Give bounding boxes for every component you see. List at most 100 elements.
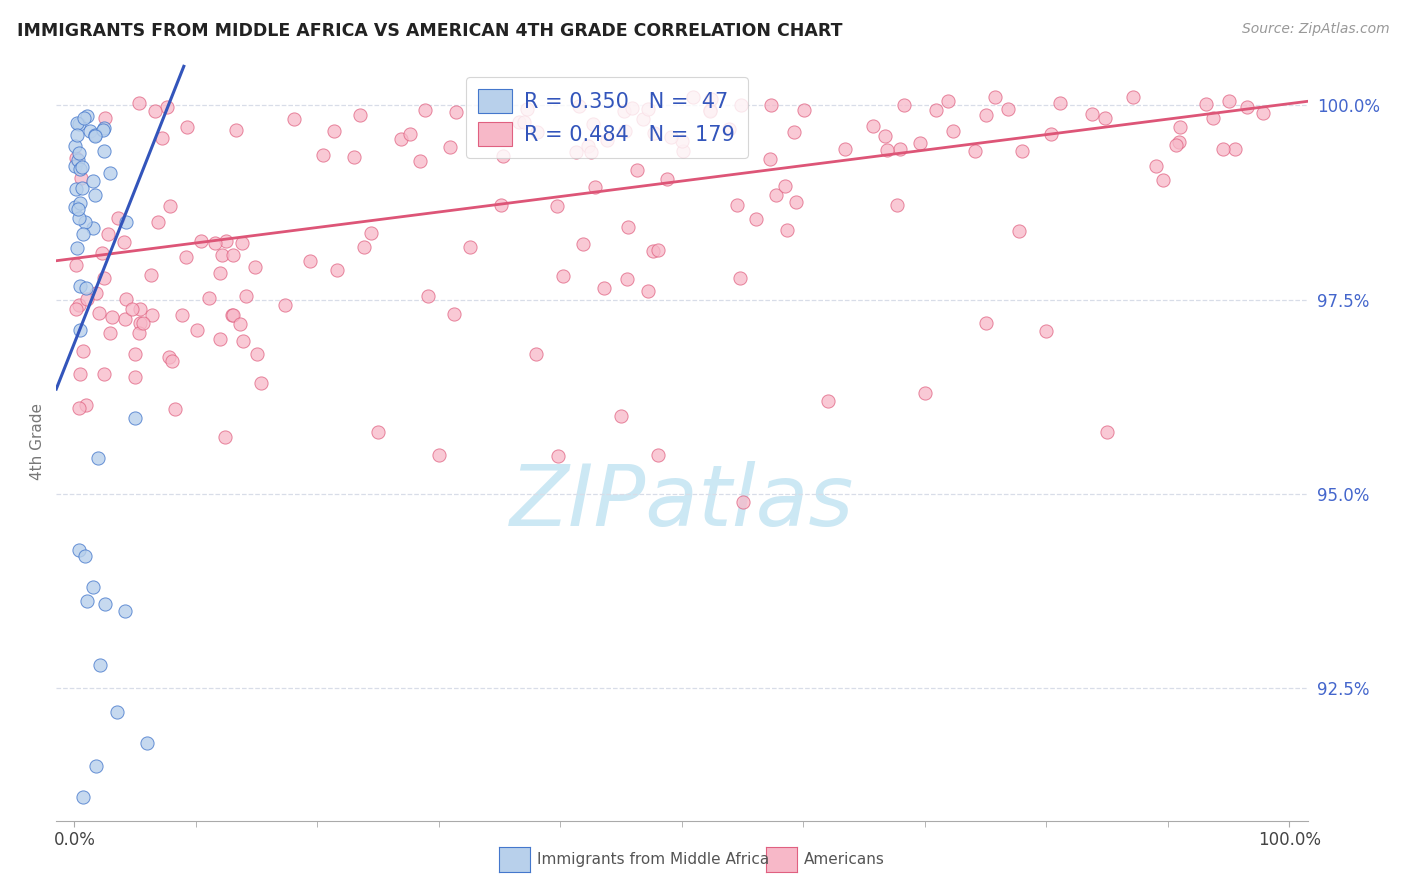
Point [834, 142, 856, 156]
Point [186, 323, 208, 337]
Point [617, 220, 640, 235]
Point [647, 448, 669, 462]
Point [93, 367, 115, 381]
Point [576, 138, 599, 153]
Point [1094, 112, 1116, 126]
Point [1144, 159, 1167, 173]
Point [229, 317, 252, 331]
Point [672, 144, 695, 158]
Point [785, 194, 807, 209]
Point [914, 386, 936, 401]
Point [513, 115, 536, 129]
Point [616, 271, 638, 285]
Point [984, 90, 1007, 104]
Point [759, 152, 782, 166]
Point [1202, 111, 1225, 125]
Point [444, 105, 467, 120]
Point [489, 198, 512, 212]
Point [547, 449, 569, 463]
Point [157, 350, 180, 364]
Point [93, 111, 115, 125]
Text: IMMIGRANTS FROM MIDDLE AFRICA VS AMERICAN 4TH GRADE CORRELATION CHART: IMMIGRANTS FROM MIDDLE AFRICA VS AMERICA… [17, 22, 842, 40]
Point [413, 103, 436, 117]
Point [1195, 97, 1218, 112]
Point [637, 284, 659, 298]
Point [211, 248, 233, 262]
Point [524, 347, 547, 361]
Point [98, 326, 121, 340]
Point [974, 108, 997, 122]
Point [565, 145, 588, 159]
Point [129, 301, 152, 316]
Point [84, 188, 107, 202]
Point [65, 151, 87, 165]
Point [889, 142, 911, 156]
Point [128, 96, 150, 111]
Point [389, 132, 412, 146]
Point [67, 211, 90, 225]
Point [159, 199, 181, 213]
Point [1035, 324, 1057, 338]
Point [997, 102, 1019, 116]
Point [91, 122, 114, 136]
Point [124, 411, 146, 425]
Point [141, 309, 163, 323]
Point [76, 109, 98, 123]
Point [75, 549, 97, 564]
Point [222, 308, 245, 322]
Point [143, 104, 166, 119]
Point [817, 393, 839, 408]
Point [1225, 142, 1247, 156]
Point [1164, 138, 1187, 153]
Point [613, 104, 636, 119]
Point [65, 200, 87, 214]
Point [593, 280, 616, 294]
Point [222, 248, 245, 262]
Point [214, 430, 236, 444]
Point [105, 705, 128, 719]
Point [700, 92, 723, 106]
Point [571, 236, 593, 251]
Point [128, 326, 150, 341]
Point [150, 131, 173, 145]
Point [427, 448, 450, 462]
Point [439, 140, 461, 154]
Point [631, 112, 654, 126]
Point [908, 136, 931, 150]
Point [208, 266, 231, 280]
Point [725, 198, 748, 212]
Point [67, 298, 90, 312]
Point [67, 202, 90, 217]
Point [63, 139, 86, 153]
Point [492, 149, 515, 163]
Point [114, 604, 136, 618]
Point [551, 269, 574, 284]
Point [65, 181, 87, 195]
Point [418, 289, 440, 303]
Point [283, 112, 305, 126]
Point [93, 121, 115, 136]
Point [1122, 90, 1144, 104]
Point [156, 100, 179, 114]
Point [66, 128, 89, 143]
Point [508, 115, 530, 129]
Point [671, 134, 693, 148]
Point [516, 102, 538, 116]
Point [114, 292, 136, 306]
Point [101, 310, 124, 324]
Point [72, 227, 94, 241]
Point [1011, 145, 1033, 159]
Point [730, 98, 752, 112]
Point [87, 306, 110, 320]
Point [546, 199, 568, 213]
Point [1049, 95, 1071, 110]
Point [246, 347, 269, 361]
Point [567, 99, 589, 113]
Point [93, 270, 115, 285]
Point [114, 214, 136, 228]
Text: Americans: Americans [804, 853, 886, 867]
Point [235, 289, 257, 303]
Point [79, 124, 101, 138]
Point [776, 223, 799, 237]
Point [349, 108, 371, 122]
